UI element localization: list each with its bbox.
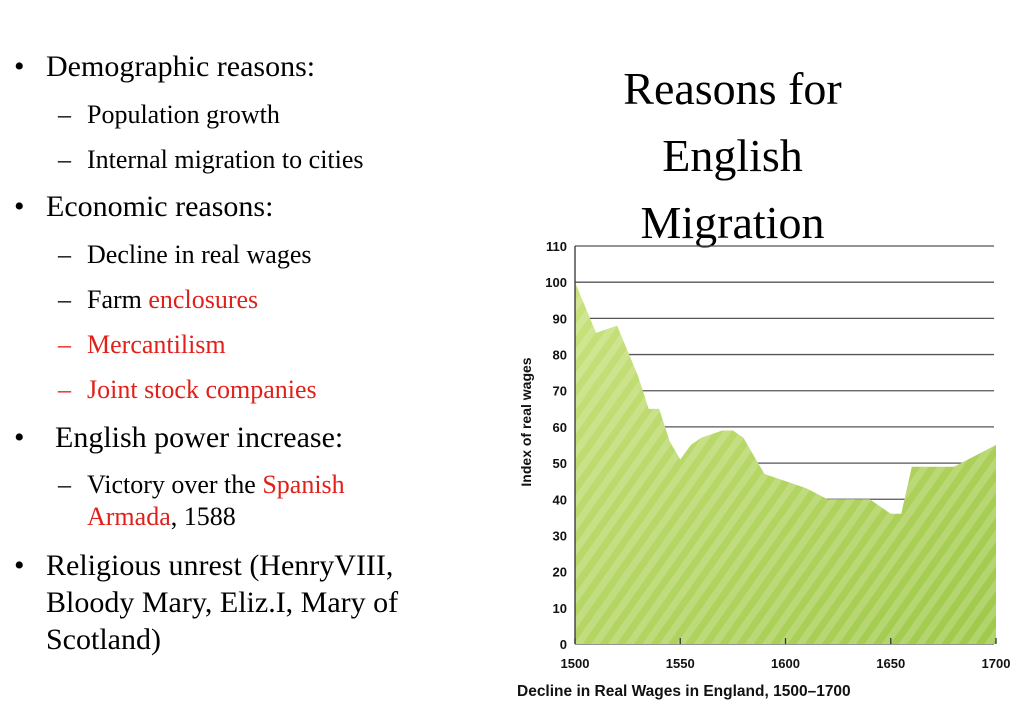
highlight-text: Spanish (262, 470, 345, 499)
bullet-label-line: Scotland) (46, 623, 161, 656)
bullet-mark: • (14, 50, 25, 83)
dash-mark: – (58, 330, 71, 359)
bullet-label-line: Religious unrest (HenryVIII, (46, 549, 394, 582)
dash-mark: – (58, 145, 71, 174)
y-tick-label: 60 (553, 420, 567, 435)
x-tick-label: 1700 (982, 656, 1011, 671)
y-tick-label: 90 (553, 311, 567, 326)
y-tick-label: 30 (553, 528, 567, 543)
bullet-item: • Economic reasons: (0, 188, 500, 225)
x-tick-label: 1500 (561, 656, 590, 671)
bullet-mark: • (14, 549, 25, 582)
sub-bullet-item: – Joint stock companies (0, 374, 500, 406)
y-tick-label: 50 (553, 456, 567, 471)
y-tick-label: 40 (553, 492, 567, 507)
title-line: English (662, 130, 803, 181)
area-layer (575, 282, 996, 644)
sub-bullet-item: – Internal migration to cities (0, 144, 500, 176)
title-line: Migration (640, 197, 825, 248)
dash-mark: – (58, 375, 71, 404)
slide-title: Reasons for English Migration (560, 55, 905, 256)
bullet-mark: • (14, 421, 25, 454)
y-tick-label: 20 (553, 565, 567, 580)
y-tick-label: 100 (545, 275, 567, 290)
highlight-text: enclosures (148, 285, 259, 314)
sub-bullet-text: Joint stock companies (87, 375, 317, 404)
sub-bullet-text: Population growth (87, 100, 280, 129)
sub-bullet-item: – Population growth (0, 99, 500, 131)
y-tick-label: 0 (560, 637, 567, 652)
chart-title: Decline in Real Wages in England, 1500–1… (517, 683, 851, 700)
bullet-label: English power increase: (55, 421, 344, 454)
x-tick-label: 1600 (771, 656, 800, 671)
sub-bullet-item: – Mercantilism (0, 329, 500, 361)
x-tick-label: 1650 (876, 656, 905, 671)
bullet-label-line: Bloody Mary, Eliz.I, Mary of (46, 586, 399, 619)
dash-mark: – (58, 285, 71, 314)
bullet-item: • Religious unrest (HenryVIII, Bloody Ma… (0, 547, 500, 658)
sub-bullet-text: , 1588 (170, 502, 236, 531)
sub-bullet-text: Victory over the (87, 470, 263, 499)
y-tick-label: 10 (553, 601, 567, 616)
y-tick-label: 110 (546, 239, 567, 254)
title-line: Reasons for (623, 63, 842, 114)
bullet-label: Economic reasons: (46, 190, 274, 223)
highlight-text: Armada (87, 502, 171, 531)
bullet-item: • English power increase: (0, 419, 500, 456)
y-tick-label: 80 (553, 348, 567, 363)
bullet-item: • Demographic reasons: (0, 48, 500, 85)
dash-mark: – (58, 100, 71, 129)
sub-bullet-item: – Victory over the Spanish Armada, 1588 (0, 469, 500, 533)
sub-bullet-text: Decline in real wages (87, 240, 312, 269)
sub-bullet-text: Mercantilism (87, 330, 226, 359)
bullet-list: • Demographic reasons: – Population grow… (0, 48, 500, 658)
sub-bullet-text: Farm (87, 285, 149, 314)
dash-mark: – (58, 240, 71, 269)
bullet-label: Demographic reasons: (46, 50, 316, 83)
sub-bullet-item: – Decline in real wages (0, 239, 500, 271)
y-axis-label: Index of real wages (518, 357, 534, 486)
sub-bullet-item: – Farm enclosures (0, 284, 500, 316)
axis-layer: 0 10 20 30 40 50 60 70 80 90 100 110 1500 1550 1600 165… (545, 239, 1010, 671)
bullet-mark: • (14, 190, 25, 223)
real-wages-chart: 0 10 20 30 40 50 60 70 80 90 100 110 1500 1550 1600 165… (517, 239, 1010, 700)
x-tick-label: 1550 (666, 656, 695, 671)
y-tick-label: 70 (553, 384, 567, 399)
sub-bullet-text: Internal migration to cities (87, 145, 364, 174)
wage-area-texture (575, 282, 996, 644)
dash-mark: – (58, 470, 71, 499)
